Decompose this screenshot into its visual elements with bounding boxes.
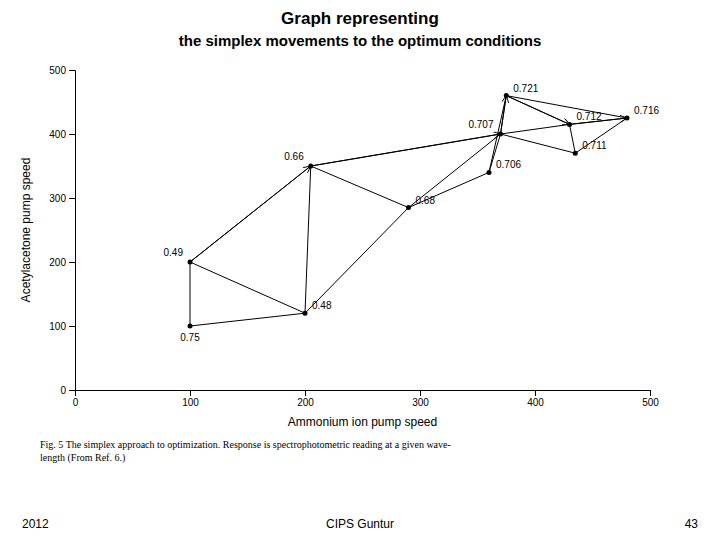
y-tick-mark xyxy=(69,390,75,391)
x-tick: 400 xyxy=(527,390,544,408)
y-tick-mark xyxy=(69,198,75,199)
point-label: 0.48 xyxy=(312,300,332,311)
x-axis: 0 100 200 300 400 500 xyxy=(73,390,660,408)
x-tick: 500 xyxy=(642,390,659,408)
x-tick: 300 xyxy=(412,390,429,408)
point xyxy=(504,93,509,98)
point-label: 0.706 xyxy=(496,159,521,170)
x-tick-mark xyxy=(535,390,536,396)
simplex-edge xyxy=(506,96,627,118)
point-label: 0.75 xyxy=(180,332,200,343)
point xyxy=(573,151,578,156)
simplex-arrow xyxy=(501,96,507,134)
y-tick-label: 400 xyxy=(49,129,66,140)
subtitle: the simplex movements to the optimum con… xyxy=(179,32,542,49)
y-tick: 200 xyxy=(49,257,75,268)
y-tick-label: 0 xyxy=(60,385,66,396)
footer: CIPS Guntur xyxy=(326,517,394,531)
simplex-edge xyxy=(311,166,409,208)
x-tick-label: 400 xyxy=(527,397,544,408)
y-tick-mark xyxy=(69,326,75,327)
simplex-edge xyxy=(501,96,507,134)
simplex-arrow xyxy=(190,166,311,262)
y-tick-mark xyxy=(69,262,75,263)
simplex-edge xyxy=(311,134,501,166)
chart: Graph representing the simplex movements … xyxy=(0,0,720,540)
simplex-edge xyxy=(409,134,501,208)
x-tick: 0 xyxy=(73,390,79,408)
x-tick-label: 500 xyxy=(642,397,659,408)
y-tick: 300 xyxy=(49,193,75,204)
y-tick: 400 xyxy=(49,129,75,140)
simplex-edge xyxy=(501,124,570,134)
y-axis: 0 100 200 300 400 500 xyxy=(49,65,75,396)
point xyxy=(625,116,630,121)
simplex-arrow xyxy=(311,134,501,166)
caption: Fig. 5 The simplex approach to optimizat… xyxy=(40,439,451,464)
y-axis-line xyxy=(69,71,76,391)
simplex-edge xyxy=(190,313,305,326)
point-label: 0.711 xyxy=(582,140,607,151)
footer: 43 xyxy=(685,517,699,531)
simplex-edge xyxy=(305,208,409,314)
y-tick: 500 xyxy=(49,65,75,76)
point xyxy=(567,122,572,127)
point-label: 0.721 xyxy=(513,83,538,94)
point xyxy=(308,164,313,169)
point-label: 0.68 xyxy=(416,195,436,206)
simplex-edge xyxy=(190,166,311,262)
point xyxy=(406,205,411,210)
y-tick-label: 500 xyxy=(49,65,66,76)
x-tick-mark xyxy=(305,390,306,396)
simplex-edge xyxy=(190,262,305,313)
x-tick-label: 200 xyxy=(297,397,314,408)
point xyxy=(188,260,193,265)
y-tick-label: 300 xyxy=(49,193,66,204)
x-tick: 200 xyxy=(297,390,314,408)
y-tick: 0 xyxy=(60,385,75,396)
simplex-arrow xyxy=(506,96,569,125)
simplex-edge xyxy=(190,262,191,326)
caption-line: length (From Ref. 6.) xyxy=(40,452,125,464)
point xyxy=(487,170,492,175)
footer: 2012 xyxy=(22,517,49,531)
point xyxy=(303,311,308,316)
point-label: 0.716 xyxy=(634,105,659,116)
point-label: 0.49 xyxy=(164,247,184,258)
y-tick-label: 100 xyxy=(49,321,66,332)
point-label: 0.66 xyxy=(284,151,304,162)
x-axis-line xyxy=(76,391,651,397)
simplex-edge xyxy=(409,172,490,207)
simplex-edge xyxy=(570,124,576,153)
y-tick-mark xyxy=(69,134,75,135)
y-axis-title: Acetylacetone pump speed xyxy=(19,158,33,303)
simplex-edge xyxy=(501,134,576,153)
point-label: 0.707 xyxy=(468,119,493,130)
marks xyxy=(188,93,630,328)
simplex-edge xyxy=(506,96,569,125)
point-labels: 0.75 0.49 0.48 0.66 0.68 0.707 0.706 0.721 0.712… xyxy=(164,83,660,343)
title: Graph representing xyxy=(281,9,439,28)
simplex-edge xyxy=(305,166,311,313)
point xyxy=(498,132,503,137)
y-tick-mark xyxy=(69,70,75,71)
x-tick-mark xyxy=(650,390,651,396)
x-tick-mark xyxy=(420,390,421,396)
x-tick: 100 xyxy=(182,390,199,408)
point xyxy=(188,324,193,329)
x-tick-label: 0 xyxy=(73,397,79,408)
caption-line: Fig. 5 The simplex approach to optimizat… xyxy=(40,439,451,450)
plot: 0 100 200 300 400 500 0 100 200 300 400 500 Ammonium… xyxy=(19,65,659,429)
x-tick-label: 100 xyxy=(182,397,199,408)
x-axis-title: Ammonium ion pump speed xyxy=(288,415,437,429)
y-tick: 100 xyxy=(49,321,75,332)
y-tick-label: 200 xyxy=(49,257,66,268)
point-label: 0.712 xyxy=(577,111,602,122)
x-tick-mark xyxy=(190,390,191,396)
x-tick-label: 300 xyxy=(412,397,429,408)
